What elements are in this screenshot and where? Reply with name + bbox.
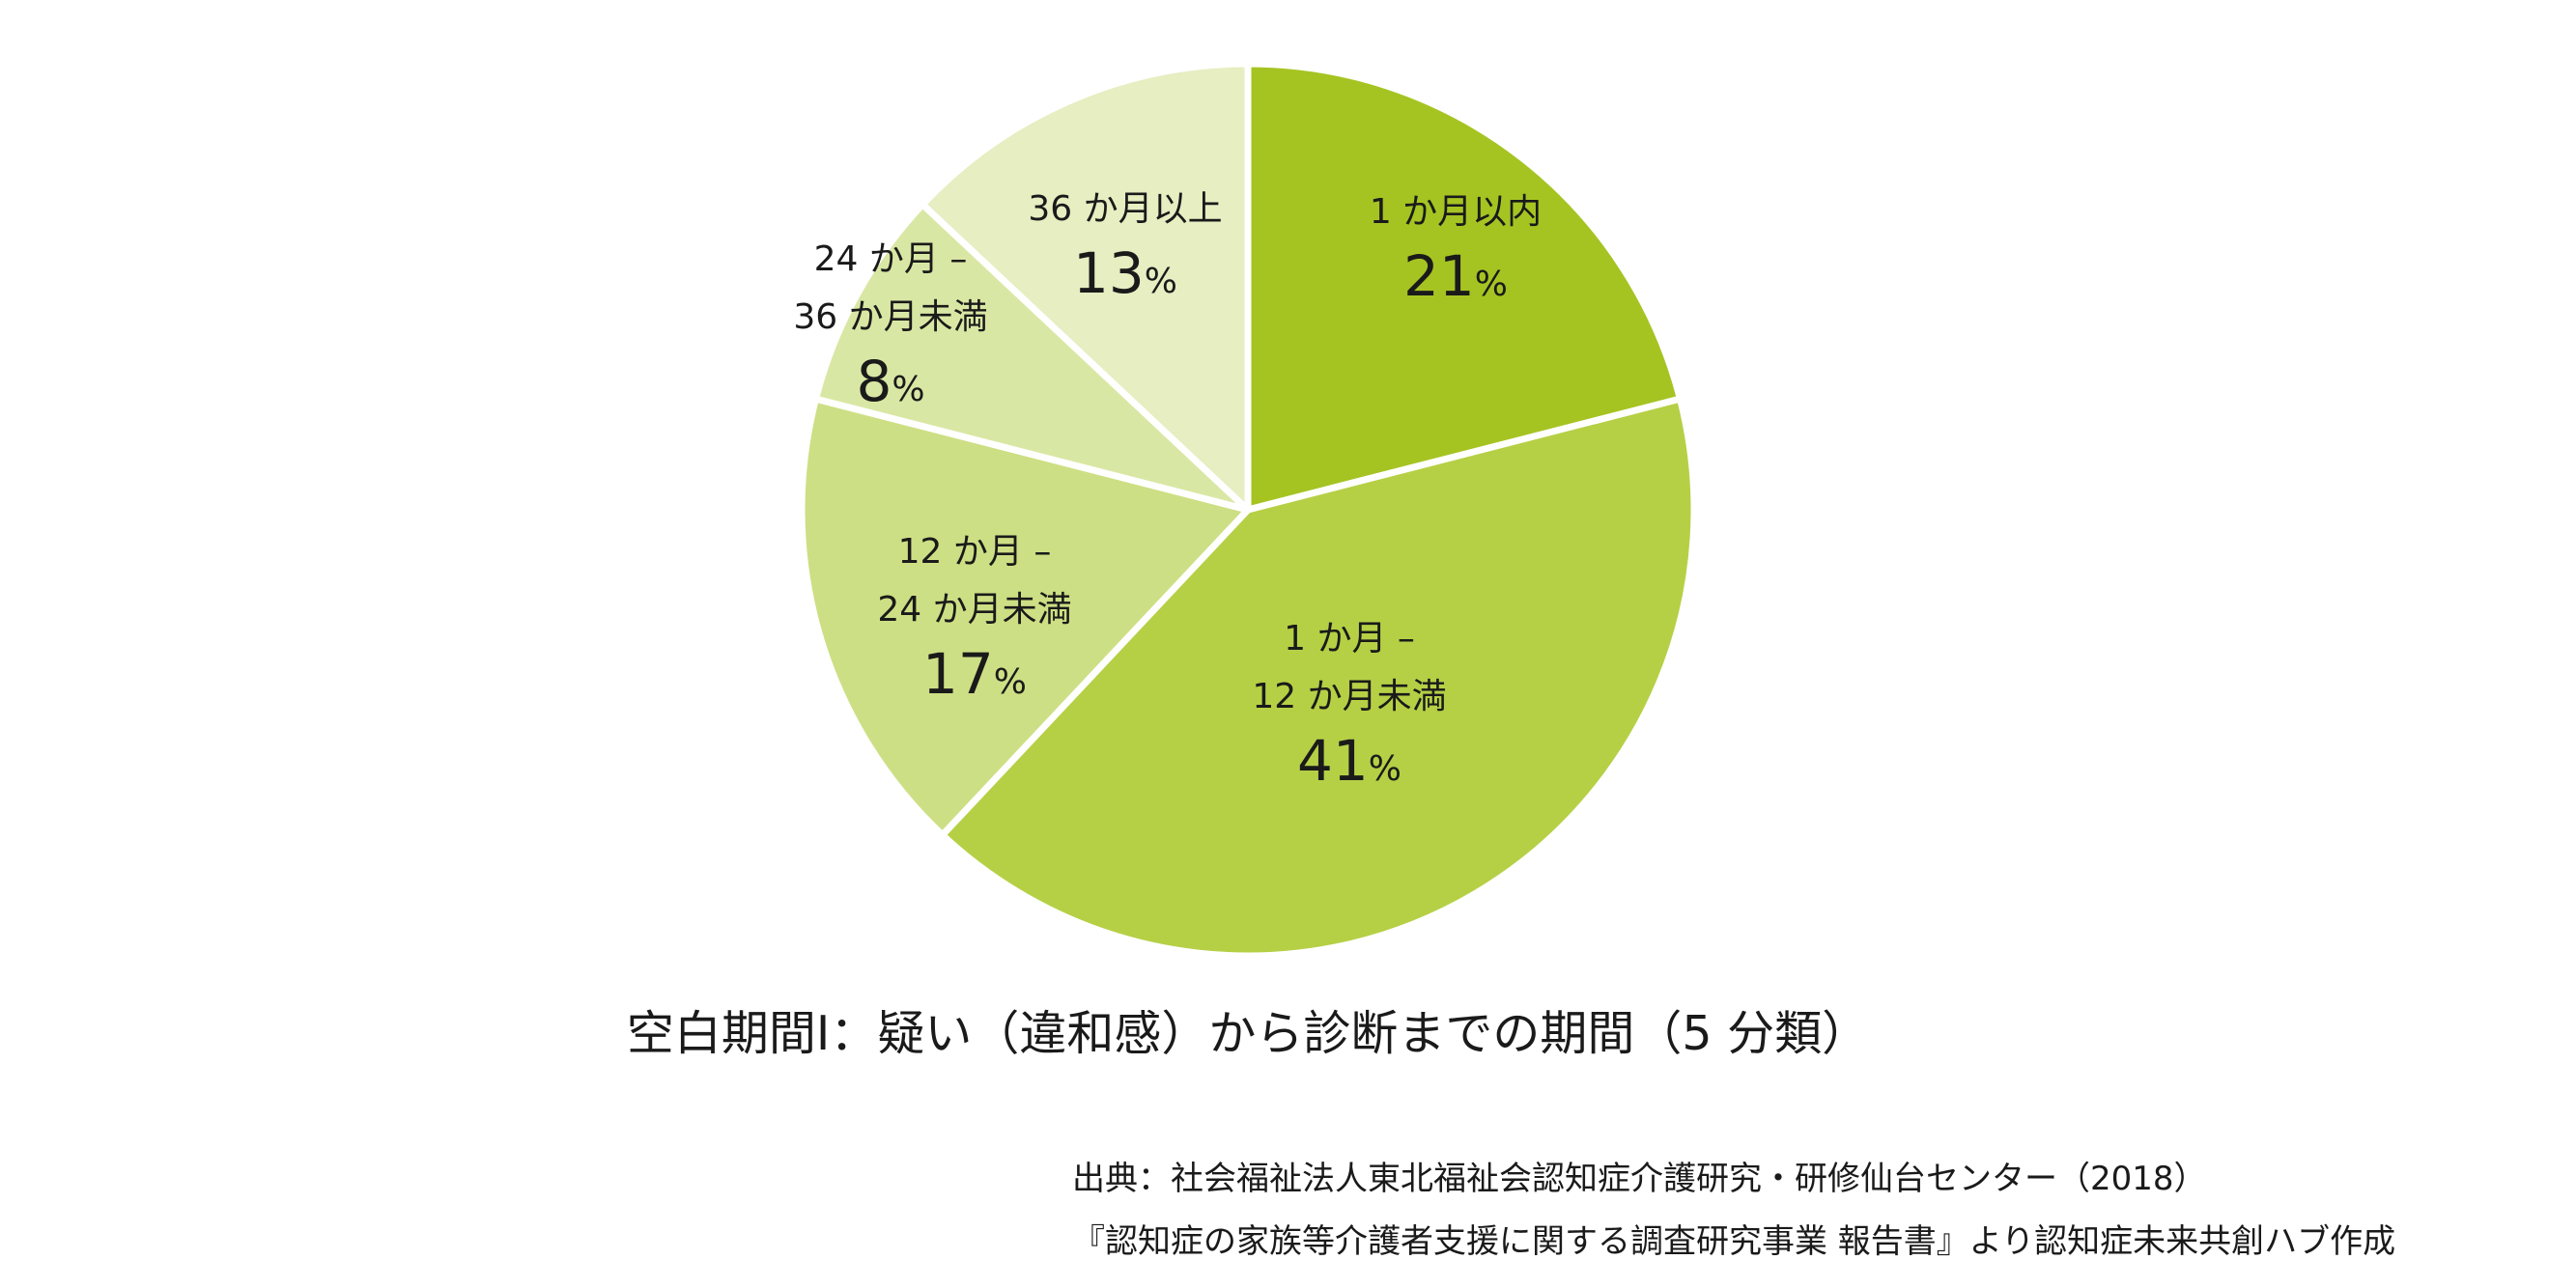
slice-value-2: 41% [1297, 728, 1401, 794]
chart-title: 空白期間Ⅰ：疑い（違和感）から診断までの期間（5 分類） [627, 1006, 1869, 1061]
slice-label-group-1: 1 か月以内 21% [1370, 192, 1542, 309]
source-line-2: 『認知症の家族等介護者支援に関する調査研究事業 報告書』より認知症未来共創ハブ作… [1072, 1222, 2395, 1261]
slice-value-number-3: 17 [922, 641, 994, 707]
slice-label-3-line-1: 12 か月 – [898, 532, 1052, 572]
slice-value-number-4: 8 [856, 349, 892, 414]
slice-value-4: 8% [856, 349, 924, 414]
slice-value-unit-5: % [1145, 262, 1177, 301]
pie-slice-2 [939, 395, 1698, 960]
source-line-1: 出典：社会福祉法人東北福祉会認知症介護研究・研修仙台センター（2018） [1072, 1160, 2207, 1198]
slice-label-group-2: 1 か月 – 12 か月未満 41% [1252, 619, 1446, 794]
slice-label-4-line-2: 36 か月未満 [793, 297, 987, 337]
pie-slice-3 [798, 395, 1252, 839]
pie-slices [798, 60, 1698, 960]
slice-label-4-line-1: 24 か月 – [814, 239, 968, 279]
slice-value-unit-1: % [1475, 265, 1508, 304]
slice-value-number-2: 41 [1297, 728, 1369, 794]
slice-value-unit-3: % [994, 662, 1027, 702]
slice-value-unit-4: % [892, 370, 924, 409]
slice-value-3: 17% [922, 641, 1027, 707]
slice-value-unit-2: % [1369, 749, 1401, 789]
slice-label-2-line-2: 12 か月未満 [1252, 677, 1446, 716]
slice-label-2-line-1: 1 か月 – [1284, 619, 1415, 658]
slice-label-group-4: 24 か月 – 36 か月未満 8% [793, 239, 987, 414]
pie-slice-1 [1244, 60, 1684, 514]
slice-value-number-5: 13 [1073, 240, 1145, 306]
slice-label-3-line-2: 24 か月未満 [877, 590, 1071, 630]
slice-value-number-1: 21 [1403, 243, 1475, 309]
slice-value-1: 21% [1403, 243, 1508, 309]
pie-slice-5 [919, 60, 1252, 514]
slice-label-1-line-1: 1 か月以内 [1370, 192, 1542, 232]
slice-label-group-5: 36 か月以上 13% [1028, 189, 1222, 306]
slice-label-5-line-1: 36 か月以上 [1028, 189, 1222, 229]
slice-label-group-3: 12 か月 – 24 か月未満 17% [877, 532, 1071, 707]
pie-slice-4 [812, 201, 1252, 514]
slice-value-5: 13% [1073, 240, 1177, 306]
